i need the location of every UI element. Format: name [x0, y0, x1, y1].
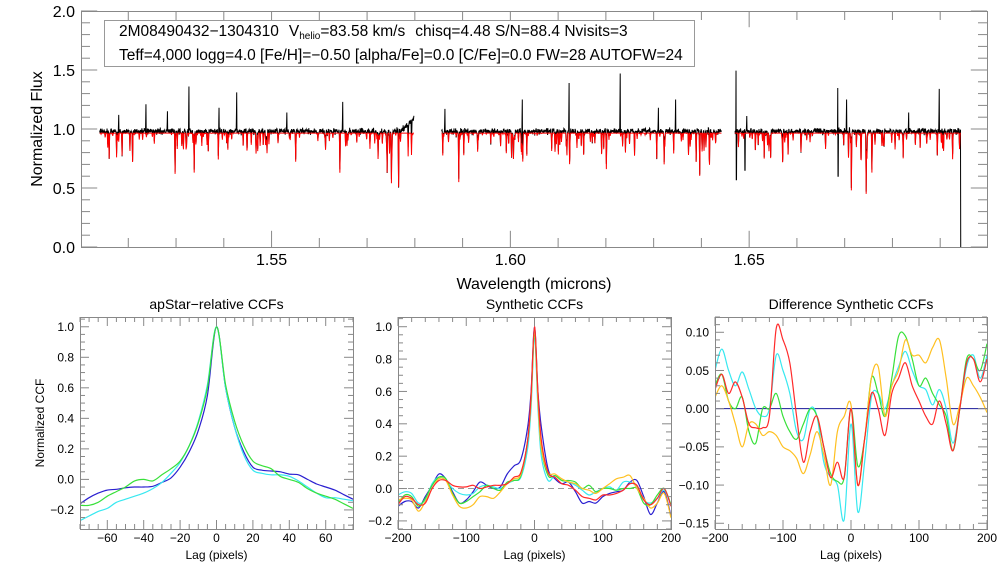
- y-tick-label: −0.05: [679, 440, 710, 454]
- y-tick-label: 1.0: [375, 320, 392, 334]
- difference-ccf-panel: −200 −100 0 100 200 −0.15 −0.10 −0.05 0.00 0.05 0.…: [679, 296, 998, 562]
- x-axis-label: Lag (pixels): [503, 548, 565, 562]
- y-tick-label: −0.2: [50, 503, 74, 517]
- apstar-ccf-panel: −60 −40 −20 0 20 40 60 −0.2 0.0 0.2 0.4 0.6 0.8 1.0 ap…: [33, 296, 354, 562]
- y-tick-label: −0.2: [368, 514, 392, 528]
- model-spectrum-line: [441, 131, 722, 183]
- x-axis-label: Lag (pixels): [185, 548, 247, 562]
- model-spectrum-line: [99, 131, 414, 187]
- x-tick-label: −200: [701, 531, 728, 545]
- y-tick-label: 0.0: [375, 482, 392, 496]
- x-tick-label: 200: [977, 531, 997, 545]
- x-tick-label: −200: [384, 531, 411, 545]
- x-tick-label: −40: [134, 531, 155, 545]
- synthetic-ccf-panel: −200 −100 0 100 200 −0.2 0.0 0.2 0.4 0.6 0.8 1.0 Syn…: [368, 296, 681, 562]
- x-tick-label: −100: [453, 531, 480, 545]
- x-tick-label: 1.60: [495, 252, 526, 269]
- y-tick-label: 0.10: [686, 326, 710, 340]
- plot-frame: [80, 317, 354, 530]
- y-tick-label: 0.4: [375, 417, 392, 431]
- y-axis-label: Normalized Flux: [29, 71, 46, 187]
- y-tick-label: 1.0: [53, 122, 75, 139]
- plot-area: [715, 323, 987, 522]
- x-tick-label: 100: [593, 531, 613, 545]
- observed-spectrum-line: [734, 70, 962, 247]
- x-tick-label: 40: [283, 531, 297, 545]
- ccf-line-visit-4: [398, 329, 671, 518]
- x-tick-label: 0: [213, 531, 220, 545]
- ccf-line-visit-5: [715, 323, 987, 486]
- x-tick-label: 0: [531, 531, 538, 545]
- plot-area: [398, 326, 671, 518]
- spectrum-info-box: 2M08490432−1304310 Vhelio=83.58 km/s chisq…: [104, 20, 695, 67]
- x-tick-label: 100: [909, 531, 929, 545]
- x-tick-label: −60: [97, 531, 118, 545]
- y-tick-label: 0.5: [53, 181, 75, 198]
- model-spectrum-line: [734, 131, 961, 194]
- y-tick-label: 0.0: [53, 240, 75, 257]
- panel-title: Difference Synthetic CCFs: [769, 296, 934, 312]
- y-tick-label: 0.05: [686, 364, 710, 378]
- y-axis-label: Normalized CCF: [33, 379, 47, 468]
- y-tick-label: 0.0: [57, 473, 74, 487]
- x-tick-label: −100: [769, 531, 796, 545]
- ccf-line-visit-1: [398, 326, 671, 517]
- info-line-2: Teff=4,000 logg=4.0 [Fe/H]=−0.50 [alpha/…: [119, 47, 683, 64]
- ccf-line-visit-4: [715, 337, 987, 487]
- y-tick-label: 0.6: [375, 385, 392, 399]
- panel-title: Synthetic CCFs: [486, 296, 583, 312]
- y-tick-label: 0.8: [375, 352, 392, 366]
- y-tick-label: 0.6: [57, 381, 74, 395]
- x-axis-label: Lag (pixels): [820, 548, 882, 562]
- y-tick-label: 0.2: [57, 442, 74, 456]
- y-tick-label: 2.0: [53, 4, 75, 21]
- x-tick-label: 1.55: [256, 252, 287, 269]
- plot-area: [80, 326, 353, 522]
- plot-frame: [715, 317, 988, 530]
- ccf-line-visit-3: [398, 334, 671, 507]
- plot-area: [99, 70, 962, 247]
- y-tick-label: 0.4: [57, 412, 74, 426]
- ccf-line-visit-1: [80, 326, 353, 505]
- ccf-line-visit-2: [398, 337, 671, 505]
- x-tick-label: −20: [170, 531, 191, 545]
- info-line-1: 2M08490432−1304310 Vhelio=83.58 km/s chisq…: [119, 23, 628, 42]
- spectrum-panel: 1.55 1.60 1.65 0.0 0.5 1.0 1.5 2.0 Wavelength (m…: [29, 4, 988, 293]
- plot-frame: [398, 317, 672, 530]
- y-tick-label: 1.0: [57, 320, 74, 334]
- plot-frame: [81, 11, 988, 248]
- y-tick-label: 0.00: [686, 402, 710, 416]
- y-tick-label: 0.8: [57, 351, 74, 365]
- ccf-line-visit-3: [80, 326, 353, 509]
- y-tick-label: 1.5: [53, 63, 75, 80]
- y-tick-label: 0.2: [375, 449, 392, 463]
- x-axis-label: Wavelength (microns): [456, 276, 611, 293]
- observed-spectrum-line: [441, 73, 722, 179]
- y-tick-label: −0.15: [679, 517, 710, 531]
- x-tick-label: 1.65: [734, 252, 765, 269]
- x-tick-label: 60: [319, 531, 333, 545]
- x-tick-label: 200: [661, 531, 681, 545]
- panel-title: apStar−relative CCFs: [149, 296, 283, 312]
- ccf-line-visit-5: [398, 326, 671, 507]
- y-tick-label: −0.10: [679, 478, 710, 492]
- x-tick-label: 0: [848, 531, 855, 545]
- x-tick-label: 20: [246, 531, 260, 545]
